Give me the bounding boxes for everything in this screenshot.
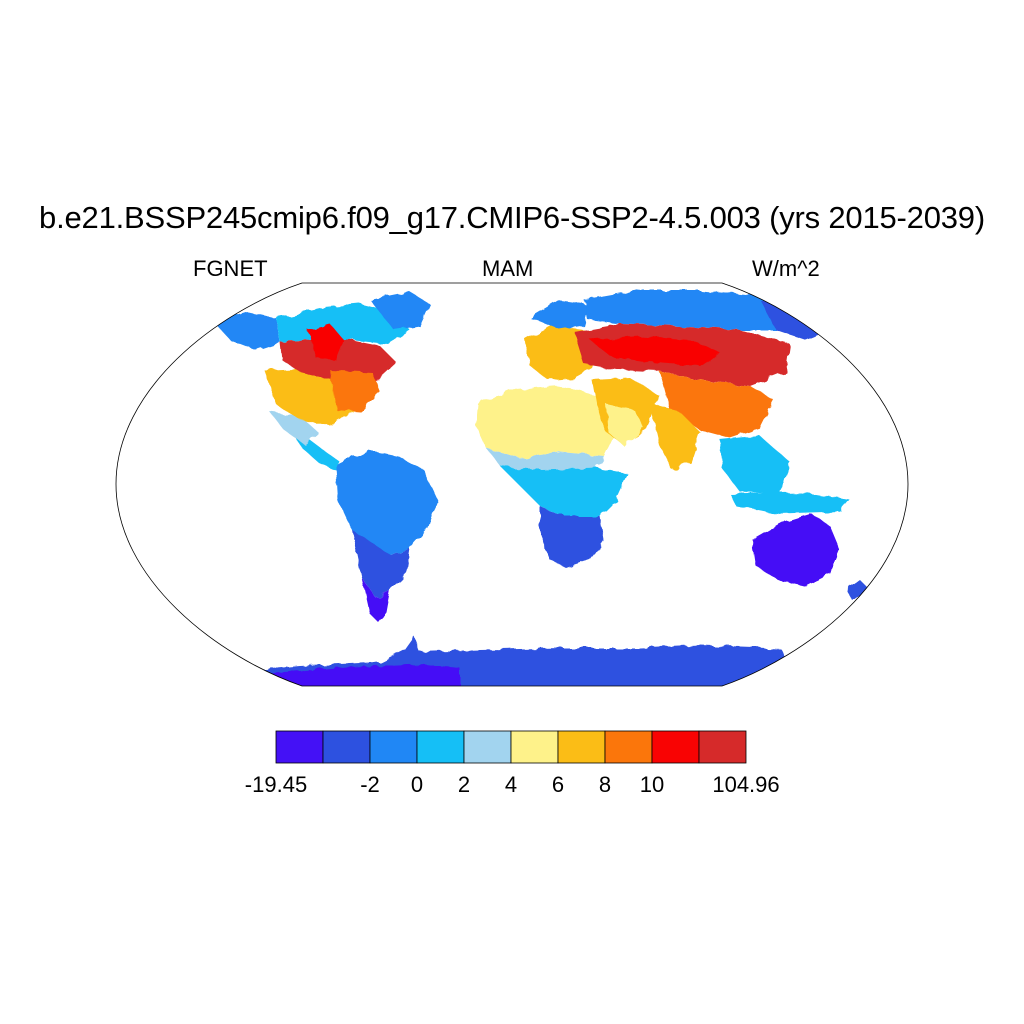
colorbar: -19.45 -2 0 2 4 6 8 10 104.96: [245, 730, 780, 797]
region-southern-africa: [540, 506, 604, 568]
region-south-america-south: [362, 578, 390, 622]
region-australia: [752, 514, 840, 586]
region-canada-central: [308, 324, 344, 360]
region-central-asia-hot: [590, 336, 720, 366]
region-indonesia: [730, 492, 850, 514]
region-arabia: [606, 404, 644, 446]
region-central-africa: [500, 466, 628, 516]
page-title: b.e21.BSSP245cmip6.f09_g17.CMIP6-SSP2-4.…: [39, 200, 985, 235]
season-label: MAM: [482, 256, 534, 281]
colorbar-swatch: [463, 730, 512, 764]
colorbar-swatch: [322, 730, 371, 764]
region-scandinavia: [530, 300, 590, 330]
region-south-america-north: [336, 450, 438, 556]
colorbar-swatch: [604, 730, 653, 764]
region-south-america-mid: [352, 530, 410, 598]
colorbar-swatch: [557, 730, 606, 764]
globe-outline: [115, 282, 909, 687]
colorbar-swatch: [698, 730, 747, 764]
colorbar-tick-label: 8: [599, 772, 611, 797]
region-sahara: [476, 386, 616, 458]
colorbar-tick-label: 4: [505, 772, 517, 797]
region-mexico: [270, 412, 318, 444]
region-new-zealand: [846, 580, 868, 600]
region-alaska: [214, 312, 280, 350]
region-greenland-west: [370, 292, 430, 330]
region-sahel: [486, 448, 604, 470]
colorbar-tick-label: -2: [360, 772, 380, 797]
region-southeast-asia: [720, 436, 790, 494]
colorbar-swatch: [651, 730, 700, 764]
variable-label: FGNET: [193, 256, 268, 281]
colorbar-tick-label: 10: [640, 772, 664, 797]
colorbar-swatch: [275, 730, 324, 764]
units-label: W/m^2: [752, 256, 820, 281]
map-regions: [214, 290, 868, 686]
colorbar-swatch: [510, 730, 559, 764]
colorbar-tick-label: 6: [552, 772, 564, 797]
colorbar-tick-label: 0: [411, 772, 423, 797]
colorbar-tick-label: 2: [458, 772, 470, 797]
region-india: [650, 404, 700, 470]
region-siberia-north: [584, 290, 810, 330]
colorbar-tick-label: 104.96: [712, 772, 779, 797]
colorbar-tick-label: -19.45: [245, 772, 307, 797]
colorbar-swatch: [369, 730, 418, 764]
colorbar-swatch: [416, 730, 465, 764]
region-usa-east: [330, 370, 380, 412]
